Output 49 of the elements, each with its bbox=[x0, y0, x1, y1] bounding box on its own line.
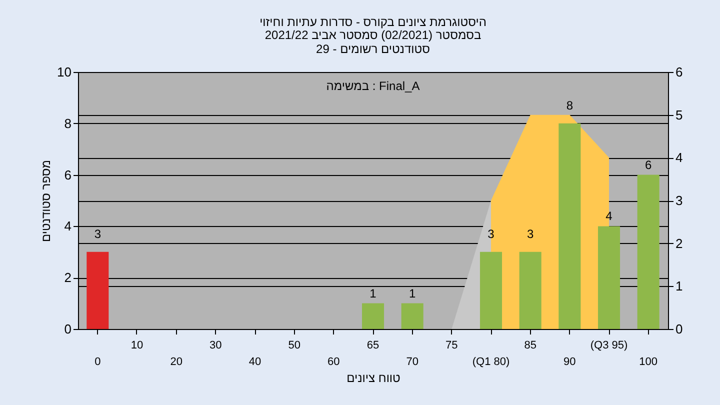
x-tick-label: 70 bbox=[406, 356, 418, 368]
bar bbox=[558, 123, 581, 329]
y2-tick-label: 0 bbox=[676, 322, 683, 336]
y2-tick-label: 5 bbox=[676, 107, 683, 122]
y-tick-label: 0 bbox=[64, 322, 72, 336]
y-tick-label: 8 bbox=[64, 116, 72, 131]
x-tick-label: 85 bbox=[524, 340, 536, 352]
bar bbox=[401, 303, 424, 329]
x-tick-label: 75 bbox=[446, 340, 458, 352]
chart-title: היסטוגרמת ציונים בקורס - סדרות עתיות וחיזוי bbox=[260, 15, 486, 29]
x-tick-label: 30 bbox=[210, 340, 222, 352]
x-tick-label: (Q3 95) bbox=[590, 340, 628, 352]
x-tick-label: 0 bbox=[94, 356, 101, 368]
x-tick-label: 40 bbox=[248, 356, 262, 368]
bar bbox=[362, 303, 384, 329]
chart-subtitle: בסמסטר (02/2021) סמסטר אביב 2021/22 סטודנטים רשומים - 29 bbox=[264, 28, 482, 56]
bar bbox=[519, 252, 542, 329]
data-label: 3 bbox=[488, 226, 495, 241]
x-tick-label: (Q1 80) bbox=[472, 356, 510, 368]
bar bbox=[86, 252, 109, 329]
data-label: 6 bbox=[644, 158, 652, 172]
x-tick-label: 100 bbox=[639, 356, 658, 368]
x-axis-title: טווח ציונים bbox=[346, 371, 401, 385]
y-axis-title: מספר סטודנטים bbox=[39, 160, 54, 242]
y-tick-label: 10 bbox=[57, 64, 72, 80]
x-tick-label: 60 bbox=[328, 356, 340, 368]
x-tick-label: 90 bbox=[564, 356, 576, 368]
x-tick-label: 50 bbox=[288, 340, 300, 352]
y2-tick-label: 4 bbox=[676, 150, 683, 166]
data-label: 1 bbox=[370, 286, 377, 300]
x-tick-label: 65 bbox=[366, 340, 380, 352]
x-tick-label: 20 bbox=[170, 356, 182, 368]
y-tick-label: 2 bbox=[64, 270, 72, 286]
data-label: 3 bbox=[94, 226, 102, 241]
y2-tick-label: 3 bbox=[676, 193, 683, 208]
y2-tick-label: 2 bbox=[676, 236, 683, 251]
bar bbox=[637, 174, 660, 329]
bar bbox=[598, 226, 620, 329]
data-label: 1 bbox=[408, 286, 416, 300]
data-label: 4 bbox=[606, 209, 613, 224]
y2-tick-label: 1 bbox=[676, 278, 683, 294]
x-tick-label: 10 bbox=[130, 340, 144, 352]
y-tick-label: 6 bbox=[64, 167, 72, 182]
y2-tick-label: 6 bbox=[676, 64, 683, 80]
data-label: 8 bbox=[566, 98, 574, 112]
bar bbox=[480, 252, 502, 329]
annotation: במשימה : Final_A bbox=[326, 79, 420, 93]
data-label: 3 bbox=[526, 226, 534, 241]
y-tick-label: 4 bbox=[64, 218, 72, 234]
